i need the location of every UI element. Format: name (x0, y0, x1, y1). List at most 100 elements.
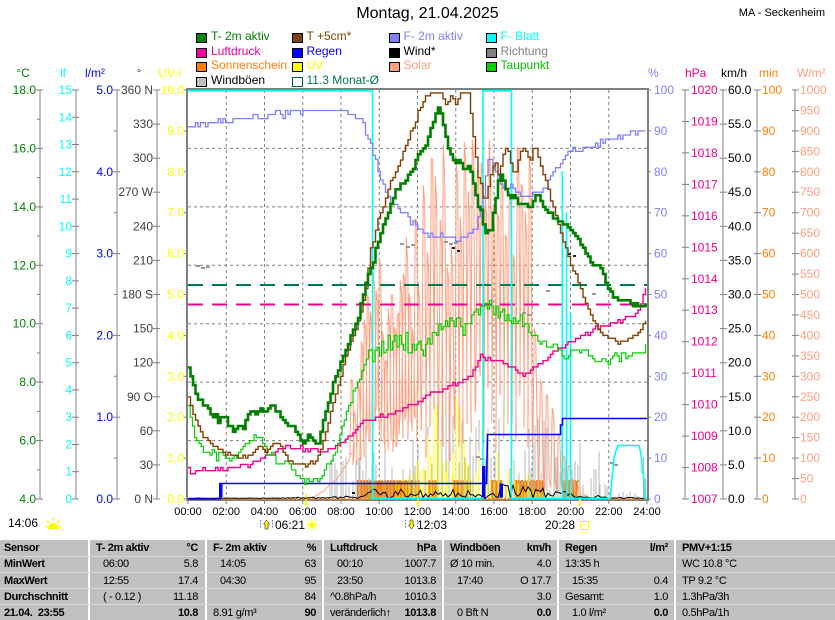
svg-text:4.0: 4.0 (96, 165, 113, 179)
svg-text:150: 150 (800, 431, 820, 445)
svg-text:0.0: 0.0 (96, 492, 113, 506)
svg-text:UV-I: UV-I (158, 66, 181, 80)
svg-text:20: 20 (762, 410, 776, 424)
svg-text:1017: 1017 (691, 177, 718, 191)
svg-text:%: % (648, 66, 659, 80)
svg-text:1.0: 1.0 (167, 451, 184, 465)
svg-text:1000: 1000 (800, 83, 827, 97)
svg-text:55.0: 55.0 (728, 117, 752, 131)
svg-text:7: 7 (65, 301, 72, 315)
svg-text:10:00: 10:00 (365, 506, 393, 518)
svg-text:90 O: 90 O (127, 390, 153, 404)
svg-text:3.0: 3.0 (96, 247, 113, 261)
svg-text:50: 50 (800, 472, 814, 486)
svg-text:240: 240 (133, 219, 153, 233)
svg-text:20:00: 20:00 (557, 506, 585, 518)
svg-text:900: 900 (800, 124, 820, 138)
svg-text:300: 300 (133, 151, 153, 165)
svg-text:0.0: 0.0 (167, 492, 184, 506)
svg-text:6: 6 (65, 328, 72, 342)
svg-text:14:00: 14:00 (442, 506, 470, 518)
svg-text:90: 90 (654, 124, 668, 138)
svg-text:14.0: 14.0 (13, 200, 37, 214)
svg-text:750: 750 (800, 185, 820, 199)
svg-text:16.0: 16.0 (13, 141, 37, 155)
svg-text:5.0: 5.0 (96, 83, 113, 97)
svg-text:1.0: 1.0 (96, 410, 113, 424)
svg-text:1008: 1008 (691, 461, 718, 475)
svg-text:04:00: 04:00 (251, 506, 279, 518)
svg-text:650: 650 (800, 226, 820, 240)
svg-text:1016: 1016 (691, 209, 718, 223)
svg-text:W/m²: W/m² (797, 66, 826, 80)
svg-text:70: 70 (654, 206, 668, 220)
svg-text:120: 120 (133, 356, 153, 370)
svg-text:20.0: 20.0 (728, 356, 752, 370)
svg-text:50: 50 (654, 288, 668, 302)
svg-text:4: 4 (65, 383, 72, 397)
svg-text:12:00: 12:00 (404, 506, 432, 518)
svg-text:5.0: 5.0 (167, 288, 184, 302)
svg-text:600: 600 (800, 247, 820, 261)
svg-text:9.0: 9.0 (167, 124, 184, 138)
svg-text:330: 330 (133, 117, 153, 131)
svg-text:1: 1 (65, 465, 72, 479)
svg-text:3: 3 (65, 410, 72, 424)
svg-text:22:00: 22:00 (595, 506, 623, 518)
svg-text:l/m²: l/m² (85, 66, 105, 80)
svg-text:16:00: 16:00 (480, 506, 508, 518)
svg-text:70: 70 (762, 206, 776, 220)
svg-text:6.0: 6.0 (19, 434, 36, 448)
svg-text:8: 8 (65, 274, 72, 288)
svg-text:2.0: 2.0 (167, 410, 184, 424)
svg-text:13: 13 (59, 138, 73, 152)
svg-text:5: 5 (65, 356, 72, 370)
svg-text:1012: 1012 (691, 335, 718, 349)
svg-text:6.0: 6.0 (167, 247, 184, 261)
svg-text:10: 10 (59, 219, 73, 233)
svg-text:lf: lf (60, 66, 67, 80)
svg-text:0: 0 (762, 492, 769, 506)
svg-text:1007: 1007 (691, 492, 718, 506)
svg-text:1009: 1009 (691, 429, 718, 443)
svg-text:0: 0 (654, 492, 661, 506)
svg-text:min: min (759, 66, 778, 80)
svg-text:10: 10 (654, 451, 668, 465)
svg-text:350: 350 (800, 349, 820, 363)
svg-text:10.0: 10.0 (728, 424, 752, 438)
svg-text:40: 40 (654, 328, 668, 342)
svg-text:30: 30 (140, 458, 154, 472)
svg-text:7.0: 7.0 (167, 206, 184, 220)
svg-text:4.0: 4.0 (167, 328, 184, 342)
svg-text:12.0: 12.0 (13, 258, 37, 272)
svg-text:950: 950 (800, 104, 820, 118)
svg-text:60: 60 (762, 247, 776, 261)
svg-text:°: ° (137, 66, 142, 80)
svg-text:30: 30 (762, 369, 776, 383)
svg-text:1014: 1014 (691, 272, 718, 286)
svg-text:800: 800 (800, 165, 820, 179)
svg-text:50: 50 (762, 288, 776, 302)
svg-text:180 S: 180 S (122, 288, 153, 302)
svg-text:18.0: 18.0 (13, 83, 37, 97)
svg-text:0.0: 0.0 (728, 492, 745, 506)
svg-text:100: 100 (762, 83, 782, 97)
svg-text:06:00: 06:00 (289, 506, 317, 518)
svg-text:700: 700 (800, 206, 820, 220)
svg-text:20: 20 (654, 410, 668, 424)
svg-text:02:00: 02:00 (212, 506, 240, 518)
svg-text:1018: 1018 (691, 146, 718, 160)
svg-text:hPa: hPa (685, 66, 707, 80)
svg-text:8.0: 8.0 (167, 165, 184, 179)
svg-text:18:00: 18:00 (518, 506, 546, 518)
svg-text:24:00: 24:00 (633, 506, 661, 518)
svg-text:0: 0 (800, 492, 807, 506)
svg-text:10.0: 10.0 (13, 317, 37, 331)
svg-text:14: 14 (59, 110, 73, 124)
svg-text:90: 90 (762, 124, 776, 138)
svg-text:10: 10 (762, 451, 776, 465)
svg-text:850: 850 (800, 144, 820, 158)
svg-text:30.0: 30.0 (728, 288, 752, 302)
svg-text:0: 0 (65, 492, 72, 506)
svg-text:35.0: 35.0 (728, 253, 752, 267)
